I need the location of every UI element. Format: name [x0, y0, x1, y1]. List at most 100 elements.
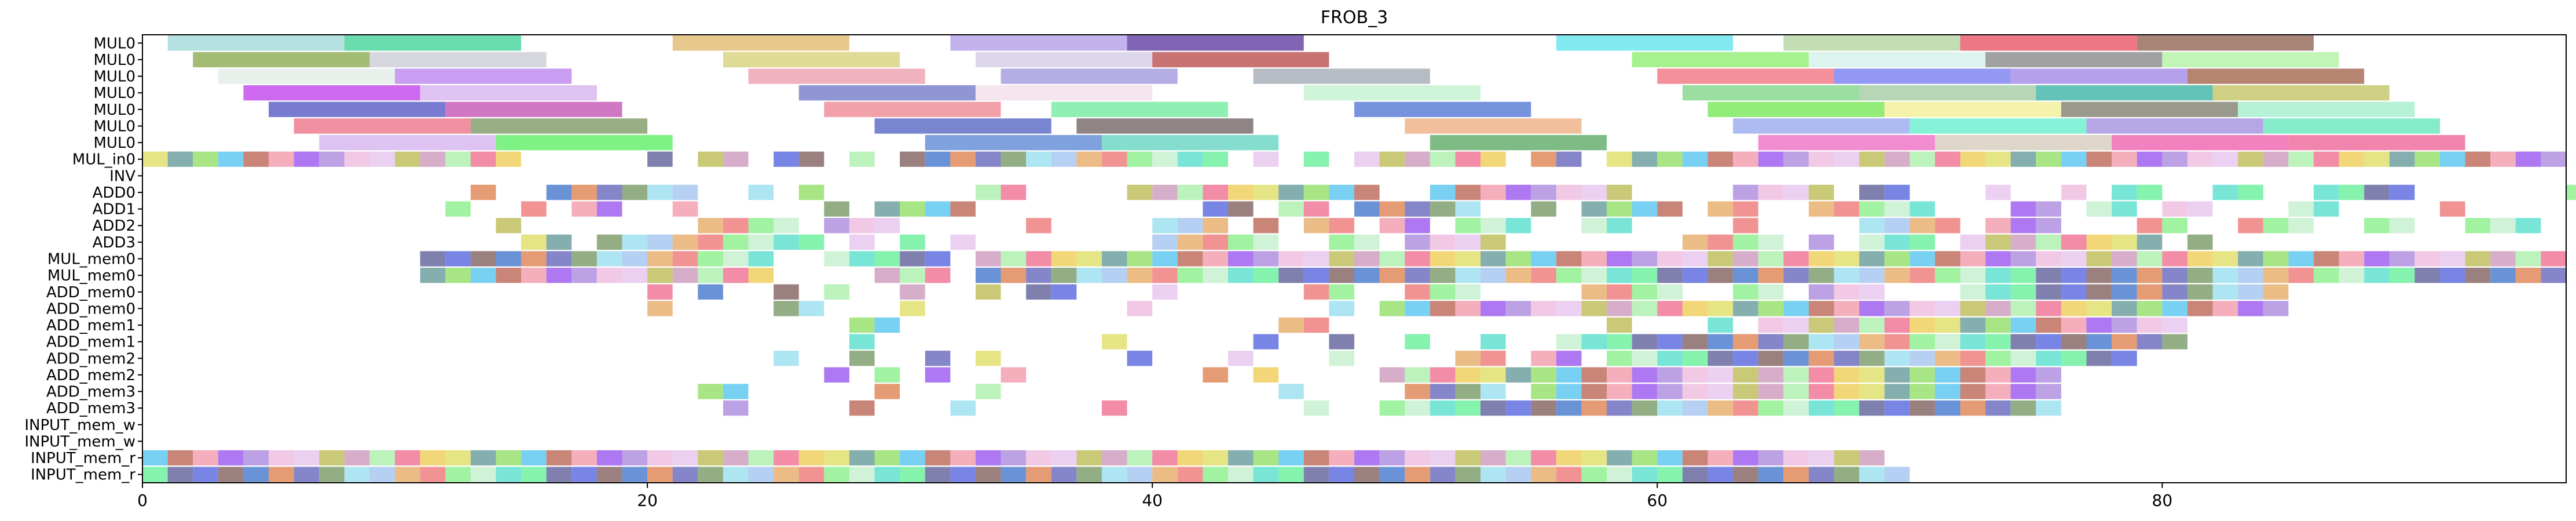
task-cell	[2187, 301, 2213, 316]
task-cell	[1001, 467, 1027, 482]
task-cell	[1203, 367, 1228, 383]
task-cell	[1733, 201, 1758, 217]
task-cell	[1834, 450, 1860, 466]
task-cell	[546, 450, 572, 466]
task-cell	[849, 151, 875, 167]
task-bar	[975, 52, 1153, 68]
task-cell	[698, 284, 723, 300]
task-cell	[2162, 267, 2187, 283]
task-cell	[849, 317, 875, 333]
task-cell	[1985, 351, 2011, 366]
task-cell	[1607, 367, 1632, 383]
task-cell	[672, 251, 698, 267]
task-cell	[1531, 251, 1556, 267]
task-cell	[950, 151, 976, 167]
task-cell	[2137, 234, 2163, 250]
task-cell	[1481, 467, 1506, 482]
task-cell	[1707, 234, 1734, 250]
task-cell	[1177, 267, 1203, 283]
task-cell	[420, 467, 446, 482]
task-cell	[874, 218, 900, 234]
task-cell	[1682, 450, 1708, 466]
task-bar	[1405, 118, 1582, 134]
task-cell	[900, 151, 925, 167]
task-bar	[1758, 134, 1935, 151]
task-cell	[849, 351, 875, 366]
task-cell	[925, 367, 951, 383]
task-cell	[774, 467, 799, 482]
task-cell	[1758, 334, 1784, 349]
task-cell	[1859, 400, 1885, 416]
task-cell	[1430, 201, 1456, 217]
task-cell	[925, 151, 951, 167]
task-cell	[849, 467, 875, 482]
task-cell	[369, 151, 395, 167]
task-cell	[2515, 251, 2541, 267]
task-cell	[1051, 450, 1077, 466]
task-cell	[1531, 367, 1556, 383]
task-cell	[672, 201, 698, 217]
task-cell	[1934, 367, 1961, 383]
task-cell	[2313, 184, 2339, 201]
task-cell	[2389, 267, 2415, 283]
task-cell	[1758, 267, 1784, 283]
task-cell	[1227, 450, 1254, 466]
task-cell	[1607, 201, 1632, 217]
task-cell	[1303, 284, 1329, 300]
task-cell	[1859, 450, 1885, 466]
task-cell	[1329, 267, 1354, 283]
task-cell	[1253, 367, 1279, 383]
task-cell	[1960, 251, 1986, 267]
task-cell	[269, 151, 294, 167]
task-cell	[975, 251, 1001, 267]
task-cell	[1859, 317, 1885, 333]
task-cell	[1733, 234, 1758, 250]
task-cell	[1682, 467, 1708, 482]
task-cell	[445, 251, 471, 267]
task-cell	[2086, 301, 2112, 316]
task-cell	[1556, 301, 1582, 316]
task-cell	[1101, 450, 1127, 466]
task-cell	[496, 467, 522, 482]
task-cell	[1581, 184, 1607, 201]
task-cell	[1581, 301, 1607, 316]
task-cell	[874, 201, 900, 217]
task-cell	[1455, 301, 1481, 316]
task-cell	[1834, 467, 1860, 482]
task-cell	[1758, 184, 1784, 201]
task-cell	[1884, 201, 1910, 217]
task-bar	[1076, 118, 1254, 134]
task-cell	[1707, 384, 1734, 399]
task-cell	[1278, 184, 1304, 201]
task-cell	[647, 284, 673, 300]
task-cell	[2490, 251, 2516, 267]
task-cell	[1505, 400, 1531, 416]
task-cell	[1581, 251, 1607, 267]
task-cell	[445, 151, 471, 167]
task-bar	[1707, 101, 1885, 118]
task-cell	[2187, 234, 2213, 250]
task-bar	[445, 101, 622, 118]
task-cell	[1934, 317, 1961, 333]
task-cell	[1354, 234, 1380, 250]
task-cell	[1808, 450, 1834, 466]
task-cell	[1152, 467, 1178, 482]
task-cell	[1758, 450, 1784, 466]
task-cell	[2010, 351, 2036, 366]
task-cell	[698, 450, 723, 466]
task-cell	[672, 184, 698, 201]
task-cell	[1379, 267, 1405, 283]
task-cell	[900, 201, 925, 217]
task-cell	[1607, 400, 1632, 416]
task-cell	[723, 151, 749, 167]
task-bar	[1354, 101, 1531, 118]
task-cell	[2389, 184, 2415, 201]
task-cell	[2364, 151, 2390, 167]
task-bar	[1733, 118, 1910, 134]
task-cell	[1405, 267, 1430, 283]
task-cell	[1607, 184, 1632, 201]
task-bar	[369, 52, 547, 68]
task-cell	[1430, 450, 1456, 466]
y-tick-label: INPUT_mem_w	[24, 433, 135, 450]
